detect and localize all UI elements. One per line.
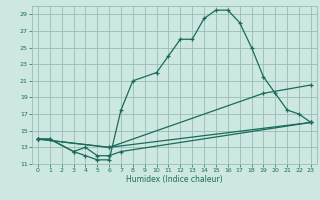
- X-axis label: Humidex (Indice chaleur): Humidex (Indice chaleur): [126, 175, 223, 184]
